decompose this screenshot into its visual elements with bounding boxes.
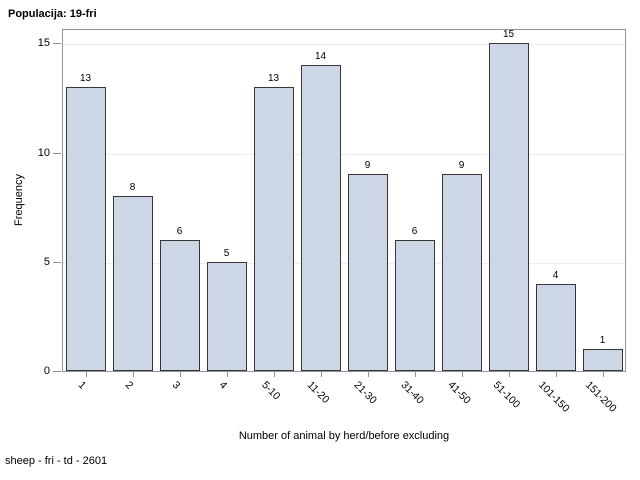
x-axis-title: Number of animal by herd/before excludin… (238, 430, 450, 442)
plot-area (62, 29, 626, 372)
x-tick-mark (555, 372, 557, 377)
footer-note: sheep - fri - td - 2601 (5, 455, 108, 467)
chart-title: Populacija: 19-fri (8, 8, 97, 20)
y-tick-label: 10 (37, 146, 50, 159)
bar-11-20 (300, 65, 341, 371)
y-axis-title: Frequency (13, 174, 25, 226)
bar-value-label-4: 5 (223, 247, 230, 259)
x-tick-mark (602, 372, 604, 377)
x-tick-label: 5-10 (258, 379, 283, 403)
gridline-y-15 (63, 44, 625, 46)
y-tick-mark (53, 152, 61, 154)
bar-31-40 (394, 239, 435, 371)
bar-2 (112, 196, 153, 371)
bar-151-200 (582, 349, 623, 371)
bar-value-label-101-150: 4 (552, 269, 559, 281)
bar-value-label-2: 8 (129, 182, 136, 194)
x-tick-label: 51-100 (490, 379, 522, 411)
x-tick-label: 2 (122, 379, 135, 392)
bar-21-30 (347, 174, 388, 371)
x-tick-mark (226, 372, 228, 377)
x-tick-label: 1 (75, 379, 88, 392)
x-tick-mark (461, 372, 463, 377)
bar-value-label-1: 13 (79, 72, 92, 84)
x-tick-label: 151-200 (582, 379, 619, 415)
x-tick-mark (508, 372, 510, 377)
bar-4 (206, 261, 247, 371)
x-tick-mark (132, 372, 134, 377)
bar-value-label-51-100: 15 (502, 29, 515, 41)
y-tick-label: 5 (43, 255, 50, 268)
y-tick-mark (53, 43, 61, 45)
bar-value-label-11-20: 14 (314, 51, 327, 63)
bar-41-50 (441, 174, 482, 371)
bar-value-label-21-30: 9 (364, 160, 371, 172)
x-tick-mark (273, 372, 275, 377)
x-tick-mark (414, 372, 416, 377)
x-tick-label: 21-30 (350, 379, 379, 407)
bar-value-label-41-50: 9 (458, 160, 465, 172)
x-tick-mark (367, 372, 369, 377)
x-tick-mark (320, 372, 322, 377)
y-tick-label: 15 (37, 37, 50, 50)
bar-value-label-3: 6 (176, 225, 183, 237)
x-tick-label: 101-150 (535, 379, 572, 415)
bar-51-100 (488, 43, 529, 371)
gridline-y-10 (63, 153, 625, 155)
gridline-y-5 (63, 262, 625, 264)
x-tick-mark (179, 372, 181, 377)
y-tick-label: 0 (43, 365, 50, 377)
bar-value-label-5-10: 13 (267, 72, 280, 84)
y-tick-mark (53, 371, 61, 372)
x-tick-label: 41-50 (444, 379, 473, 407)
x-tick-label: 4 (216, 379, 229, 392)
x-tick-label: 11-20 (304, 379, 332, 406)
x-tick-label: 3 (169, 379, 182, 392)
bar-101-150 (535, 283, 576, 371)
bar-1 (65, 86, 106, 371)
bar-value-label-31-40: 6 (411, 225, 418, 237)
bar-5-10 (253, 86, 294, 371)
x-tick-label: 31-40 (397, 379, 426, 407)
y-tick-mark (53, 261, 61, 263)
bar-value-label-151-200: 1 (599, 335, 606, 347)
x-tick-mark (85, 372, 87, 377)
bar-3 (159, 239, 200, 371)
